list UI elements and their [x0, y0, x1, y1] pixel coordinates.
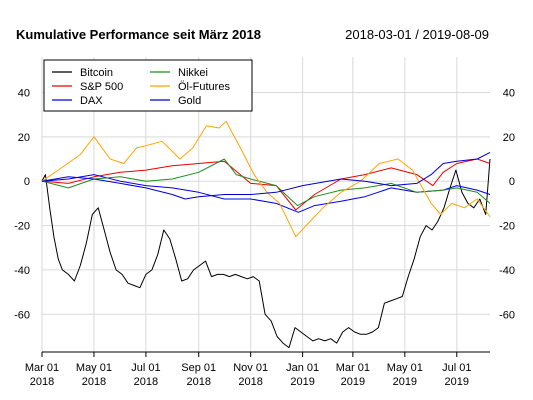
- series-line-gold: [41, 151, 491, 200]
- axes-layer: Mar 01 2018 May 01 2018 Jul 01 2018 Sep 01 2018…: [14, 87, 515, 388]
- y-tick-label-right: 20: [503, 132, 515, 144]
- legend-box: [43, 59, 253, 112]
- series-layer: [41, 120, 491, 349]
- x-tick-year-label: 2019: [393, 376, 417, 388]
- y-tick-label-left: -20: [14, 221, 30, 233]
- y-tick-label-left: 40: [18, 87, 30, 99]
- x-tick-label: Jul 01: [442, 362, 471, 374]
- x-tick-year-label: 2019: [445, 376, 469, 388]
- series-line-nikkei: [41, 158, 491, 207]
- x-tick-label: Mar 01: [336, 362, 370, 374]
- x-tick-year-label: 2019: [341, 376, 365, 388]
- legend-label: DAX: [80, 95, 103, 107]
- series-line--l-futures: [41, 120, 491, 238]
- x-tick-year-label: 2018: [82, 376, 106, 388]
- legend-label: Öl-Futures: [178, 81, 230, 93]
- x-tick-label: May 01: [76, 362, 112, 374]
- series-line-s-p-500: [41, 158, 491, 211]
- y-tick-label-right: -20: [499, 221, 515, 233]
- x-tick-label: Mar 01: [25, 362, 59, 374]
- x-tick-year-label: 2019: [290, 376, 314, 388]
- x-tick-year-label: 2018: [134, 376, 158, 388]
- series-line-bitcoin: [41, 158, 491, 349]
- y-tick-label-left: -60: [14, 309, 30, 321]
- x-tick-label: Nov 01: [233, 362, 268, 374]
- y-tick-label-right: 0: [509, 176, 515, 188]
- x-tick-year-label: 2018: [238, 376, 262, 388]
- legend-label: Gold: [178, 95, 201, 107]
- y-tick-label-left: 0: [24, 176, 30, 188]
- x-tick-label: Jan 01: [286, 362, 319, 374]
- legend-label: Bitcoin: [80, 67, 113, 79]
- legend-label: S&P 500: [80, 81, 123, 93]
- y-tick-label-right: -40: [499, 265, 515, 277]
- x-tick-label: Sep 01: [181, 362, 216, 374]
- x-tick-year-label: 2018: [30, 376, 54, 388]
- x-tick-year-label: 2018: [186, 376, 210, 388]
- legend-label: Nikkei: [178, 67, 208, 79]
- y-tick-label-right: 40: [503, 87, 515, 99]
- x-tick-label: Jul 01: [131, 362, 160, 374]
- y-tick-label-right: -60: [499, 309, 515, 321]
- y-tick-label-left: -40: [14, 265, 30, 277]
- y-tick-label-left: 20: [18, 132, 30, 144]
- chart-title: Kumulative Performance seit März 2018: [16, 27, 261, 42]
- x-tick-label: May 01: [387, 362, 423, 374]
- legend: Bitcoin S&P 500 DAX Nikkei Öl-Futures Gold: [43, 59, 253, 112]
- date-range-label: 2018-03-01 / 2019-08-09: [345, 27, 489, 42]
